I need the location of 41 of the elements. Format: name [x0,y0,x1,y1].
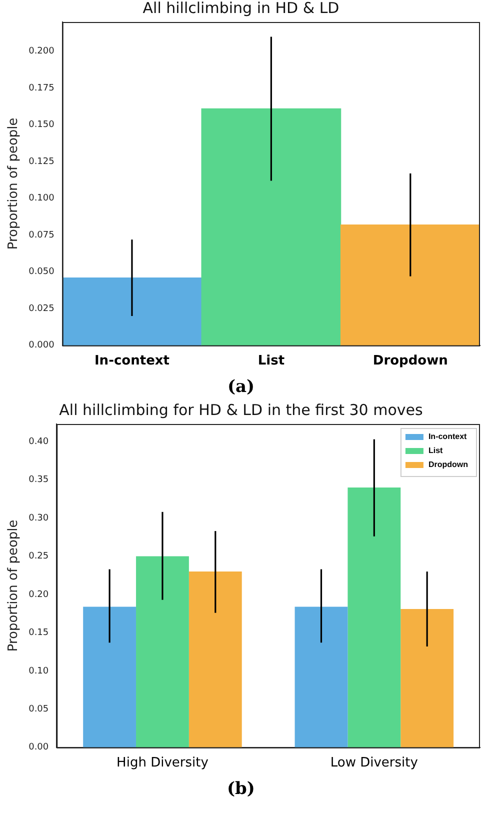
legend-label: Dropdown [428,460,468,470]
y-tick-label: 0.175 [28,83,54,94]
y-tick-label: 0.20 [28,590,49,600]
bar [340,224,480,346]
y-tick-label: 0.30 [28,513,49,524]
y-tick-label: 0.075 [28,230,54,240]
y-tick-label: 0.125 [28,156,54,167]
y-tick-label: 0.00 [28,742,49,753]
y-tick-label: 0.025 [28,304,54,314]
bar [188,572,242,748]
y-axis-title: Proportion of people [6,520,22,652]
x-tick-label: Dropdown [372,354,448,369]
chart-title: All hillclimbing in HD & LD [142,0,340,17]
y-axis-title: Proportion of people [6,118,22,250]
text: (a) [226,376,256,399]
bar [400,609,454,748]
bar [201,108,342,346]
text: (b) [226,778,256,801]
x-tick-label: High Diversity [116,756,209,771]
y-tick-label: 0.15 [28,628,49,638]
bar [294,606,348,748]
y-tick-label: 0.10 [28,666,49,676]
chart-title: All hillclimbing for HD & LD in the first 30 moves [59,400,424,419]
y-tick-label: 0.40 [28,436,49,447]
y-tick-label: 0.000 [28,340,55,351]
x-tick-label: Low Diversity [330,756,418,771]
legend-label: List [428,446,444,456]
y-tick-label: 0.100 [28,194,55,204]
x-tick-label: In-context [94,354,170,369]
y-tick-label: 0.200 [28,46,55,57]
legend-label: In-context [428,432,468,442]
bar [83,606,136,748]
y-tick-label: 0.150 [28,120,55,130]
y-tick-label: 0.05 [28,704,49,715]
bar [136,556,189,748]
x-tick-label: List [258,354,285,369]
bar [62,277,202,346]
y-tick-label: 0.050 [28,267,55,278]
y-tick-label: 0.25 [28,552,49,562]
bar [348,487,401,748]
y-tick-label: 0.35 [28,475,49,486]
